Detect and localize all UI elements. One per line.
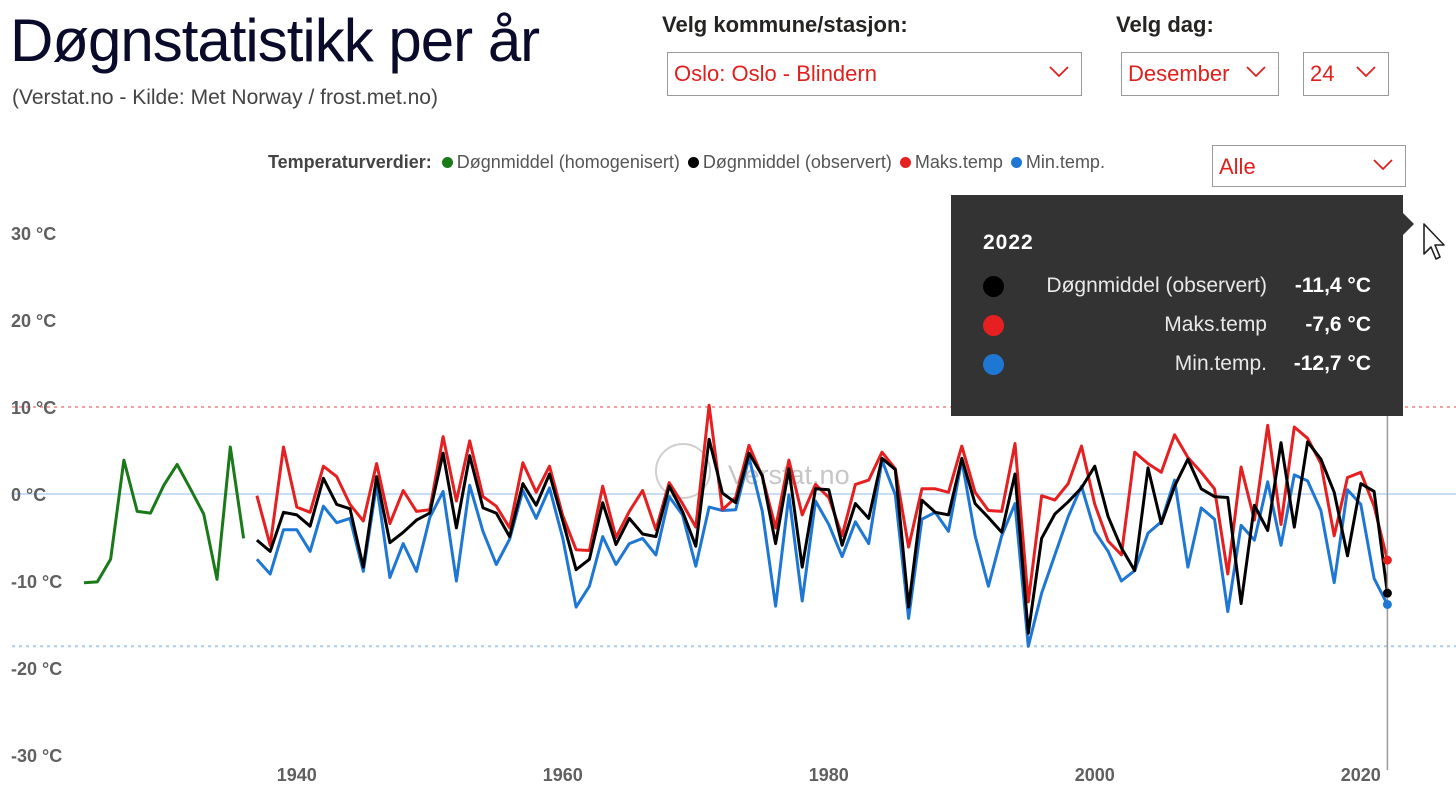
x-tick-label: 1940 <box>277 765 317 785</box>
chevron-down-icon <box>1246 66 1266 78</box>
series-line[interactable] <box>255 403 1389 604</box>
data-tooltip: 2022 Døgnmiddel (observert) -11,4 °C Mak… <box>951 195 1414 416</box>
x-tick-label: 1980 <box>809 765 849 785</box>
tooltip-value: -7,6 °C <box>1305 313 1371 336</box>
legend-label: Døgnmiddel (observert) <box>702 152 892 172</box>
tooltip-value: -12,7 °C <box>1293 352 1371 375</box>
series-line[interactable] <box>255 437 1389 635</box>
tooltip-value: -11,4 °C <box>1294 274 1371 297</box>
legend-dot-icon <box>1010 157 1022 168</box>
tooltip-year: 2022 <box>983 231 1034 254</box>
y-axis: 30 °C 20 °C 10 °C 0 °C -10 °C -20 °C -30 °C <box>11 224 62 766</box>
legend-dot-icon <box>899 157 911 168</box>
chevron-down-icon <box>1356 66 1376 78</box>
y-tick-label: -20 °C <box>11 659 62 679</box>
legend-item-homogenisert[interactable]: Døgnmiddel (homogenisert) <box>441 152 680 173</box>
filter-dropdown[interactable]: Alle <box>1212 145 1406 187</box>
legend-dot-icon <box>441 157 453 168</box>
legend-title: Temperaturverdier: <box>268 152 432 172</box>
month-dropdown-value: Desember <box>1128 61 1230 86</box>
tooltip-label: Maks.temp <box>1164 313 1267 336</box>
tooltip-row-min: Min.temp. -12,7 °C <box>981 350 1373 380</box>
legend-dot-icon <box>687 157 699 168</box>
filter-dropdown-value: Alle <box>1219 154 1256 179</box>
day-dropdown[interactable]: 24 <box>1303 52 1389 96</box>
page-subtitle: (Verstat.no - Kilde: Met Norway / frost.… <box>12 86 438 109</box>
y-tick-label: 30 °C <box>11 224 56 244</box>
station-dropdown[interactable]: Oslo: Oslo - Blindern <box>667 52 1082 96</box>
month-dropdown[interactable]: Desember <box>1121 52 1279 96</box>
hover-markers <box>1382 555 1392 609</box>
tooltip-label: Min.temp. <box>1174 352 1267 375</box>
series-line[interactable] <box>83 445 246 585</box>
legend-item-observert[interactable]: Døgnmiddel (observert) <box>687 152 892 173</box>
legend-item-maks[interactable]: Maks.temp <box>899 152 1003 173</box>
x-tick-label: 2000 <box>1075 765 1115 785</box>
y-tick-label: 0 °C <box>11 485 46 505</box>
tooltip-arrow <box>1403 213 1414 235</box>
y-tick-label: 10 °C <box>11 398 56 418</box>
day-dropdown-value: 24 <box>1310 61 1335 86</box>
tooltip-label: Døgnmiddel (observert) <box>1046 274 1267 297</box>
hover-marker <box>1382 599 1392 609</box>
legend-label: Døgnmiddel (homogenisert) <box>456 152 680 172</box>
legend-label: Maks.temp <box>914 152 1003 172</box>
y-tick-label: -10 °C <box>11 572 62 592</box>
chevron-down-icon <box>1373 159 1393 171</box>
tooltip-row-observert: Døgnmiddel (observert) -11,4 °C <box>981 272 1373 302</box>
tooltip-dot-icon <box>983 315 1004 336</box>
y-tick-label: 20 °C <box>11 311 56 331</box>
station-label: Velg kommune/stasjon: <box>662 12 908 37</box>
chart-legend: Temperaturverdier: Døgnmiddel (homogenis… <box>268 152 1113 173</box>
x-axis: 1940 1960 1980 2000 2020 <box>277 765 1381 785</box>
series-line[interactable] <box>255 456 1389 648</box>
tooltip-row-maks: Maks.temp -7,6 °C <box>981 311 1373 341</box>
temperature-chart[interactable]: 30 °C 20 °C 10 °C 0 °C -10 °C -20 °C -30 °C 19… <box>0 200 1456 808</box>
legend-item-min[interactable]: Min.temp. <box>1010 152 1105 173</box>
x-tick-label: 1960 <box>543 765 583 785</box>
tooltip-dot-icon <box>983 354 1004 375</box>
day-label: Velg dag: <box>1116 12 1214 37</box>
y-tick-label: -30 °C <box>11 746 62 766</box>
series-lines <box>83 403 1389 648</box>
hover-marker <box>1382 555 1392 565</box>
station-dropdown-value: Oslo: Oslo - Blindern <box>674 61 877 86</box>
chevron-down-icon <box>1049 66 1069 78</box>
hover-marker <box>1382 588 1392 598</box>
legend-label: Min.temp. <box>1025 152 1105 172</box>
tooltip-dot-icon <box>983 276 1004 297</box>
mouse-cursor-icon <box>1423 223 1445 260</box>
x-tick-label: 2020 <box>1341 765 1381 785</box>
page-title: Døgnstatistikk per år <box>10 7 540 74</box>
